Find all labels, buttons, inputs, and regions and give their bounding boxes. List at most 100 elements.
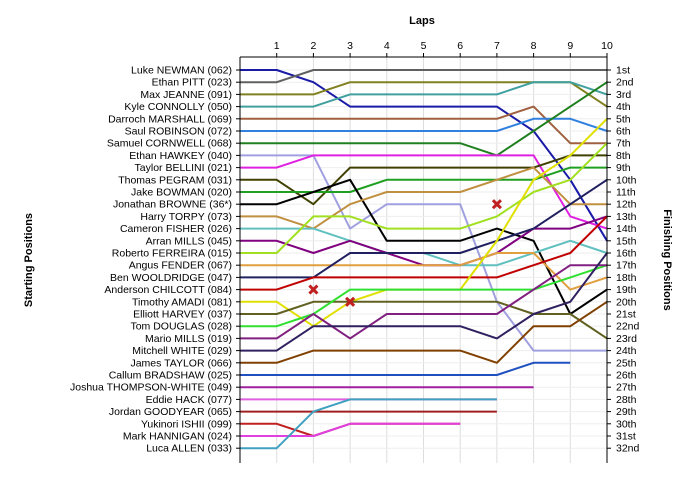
y-right-label: Finishing Positions [661,209,673,310]
starting-position-label: Roberto FERREIRA (015) [112,248,232,260]
finishing-position-label: 32nd [616,443,640,455]
series-line-22 [240,264,608,328]
finishing-position-label: 24th [616,345,637,357]
finishing-position-label: 25th [616,357,637,369]
starting-position-label: Elliott HARVEY (037) [133,309,232,321]
starting-position-label: Mark HANNIGAN (024) [123,431,232,443]
starting-position-label: Jonathan BROWNE (36*) [113,199,232,211]
x-tick-label: 10 [601,40,613,52]
finishing-position-label: 10th [616,174,637,186]
starting-position-label: Thomas PEGRAM (031) [118,174,232,186]
axes: 1 2 3 4 5 6 7 8 9 10 [236,40,613,463]
x-tick-label: 3 [347,40,353,52]
starting-position-label: Cameron FISHER (026) [120,223,232,235]
starting-position-label: Luca ALLEN (033) [146,443,232,455]
x-tick-label: 1 [274,40,280,52]
series-line-24 [240,252,608,352]
starting-position-label: Ethan HAWKEY (040) [129,150,232,162]
finishing-position-label: 20th [616,296,637,308]
chart-title: Laps [409,15,435,27]
starting-position-label: Jake BOWMAN (020) [131,187,232,199]
starting-position-label: Mario MILLS (019) [145,333,232,345]
starting-position-label: Callum BRADSHAW (025) [109,370,232,382]
markers [308,199,502,307]
x-tick-label: 5 [421,40,427,52]
finishing-position-label: 11th [616,187,636,199]
finishing-position-label: 28th [616,394,637,406]
finishing-position-label: 22nd [616,321,640,333]
finishing-position-label: 17th [616,260,637,272]
series-line-31 [240,422,461,437]
starting-position-label: Kyle CONNOLLY (050) [124,101,232,113]
starting-position-label: Luke NEWMAN (062) [131,65,232,77]
series-line-8 [240,154,607,352]
finishing-position-label: 9th [616,162,631,174]
series-line-1 [240,69,608,242]
y-left-label: Starting Positions [23,213,35,307]
series-line-2 [240,69,607,84]
starting-position-label: Arran MILLS (045) [146,235,232,247]
finishing-position-label: 18th [616,272,637,284]
series-line-26 [240,361,571,376]
x-tick-label: 7 [494,40,500,52]
series-line-25 [240,300,608,364]
finishing-position-label: 2nd [616,77,634,89]
finishing-position-label: 16th [616,248,637,260]
starting-position-label: Harry TORPY (073) [140,211,232,223]
finishing-position-label: 5th [616,113,631,125]
starting-position-label: Yukinori ISHII (099) [141,418,232,430]
series-line-18 [240,178,608,279]
series-line-32 [240,398,497,450]
starting-position-label: Samuel CORNWELL (068) [107,138,232,150]
starting-position-label: Tom DOUGLAS (028) [130,321,232,333]
starting-position-label: Taylor BELLINI (021) [135,162,232,174]
starting-position-label: Jordan GOODYEAR (065) [109,406,232,418]
series-line-7 [240,81,608,157]
x-tick-label: 4 [384,40,390,52]
finishing-position-label: 12th [616,199,637,211]
finishing-position-label: 1st [616,65,630,77]
x-tick-label: 2 [310,40,316,52]
finishing-position-label: 23rd [616,333,637,345]
finishing-position-label: 13th [616,211,637,223]
starting-position-label: Timothy AMADI (081) [132,296,232,308]
finishing-position-label: 7th [616,138,631,150]
starting-position-label: Saul ROBINSON (072) [125,126,232,138]
position-labels: Luke NEWMAN (062)Ethan PITT (023)Max JEA… [70,65,640,455]
finishing-position-label: 14th [616,223,637,235]
starting-position-label: Ethan PITT (023) [152,77,232,89]
starting-position-label: Mitchell WHITE (029) [132,345,232,357]
starting-position-label: Ben WOOLDRIDGE (047) [110,272,232,284]
starting-position-label: Eddie HACK (077) [146,394,232,406]
starting-position-label: Max JEANNE (091) [140,89,232,101]
finishing-position-label: 3rd [616,89,631,101]
series-line-4 [240,81,608,108]
finishing-position-label: 30th [616,418,637,430]
finishing-position-label: 8th [616,150,631,162]
finishing-position-label: 15th [616,235,637,247]
finishing-position-label: 31st [616,431,636,443]
finishing-position-label: 26th [616,370,637,382]
crash-marker-2 [345,296,356,307]
x-tick-label: 6 [457,40,463,52]
x-tick-label: 9 [567,40,573,52]
series-line-16 [240,142,608,254]
series-line-6 [240,117,608,132]
series-line-19 [240,215,608,291]
finishing-position-label: 4th [616,101,631,113]
finishing-position-label: 29th [616,406,637,418]
finishing-position-label: 19th [616,284,637,296]
x-tick-label: 8 [531,40,537,52]
crash-marker-1 [308,284,319,295]
starting-position-label: James TAYLOR (066) [130,357,232,369]
crash-marker-3 [491,199,502,210]
series-line-21 [240,300,608,340]
finishing-position-label: 21st [616,309,636,321]
starting-position-label: Anderson CHILCOTT (084) [104,284,232,296]
series-lines [240,69,608,450]
finishing-position-label: 6th [616,126,631,138]
finishing-position-label: 27th [616,382,637,394]
series-line-17 [240,252,608,291]
